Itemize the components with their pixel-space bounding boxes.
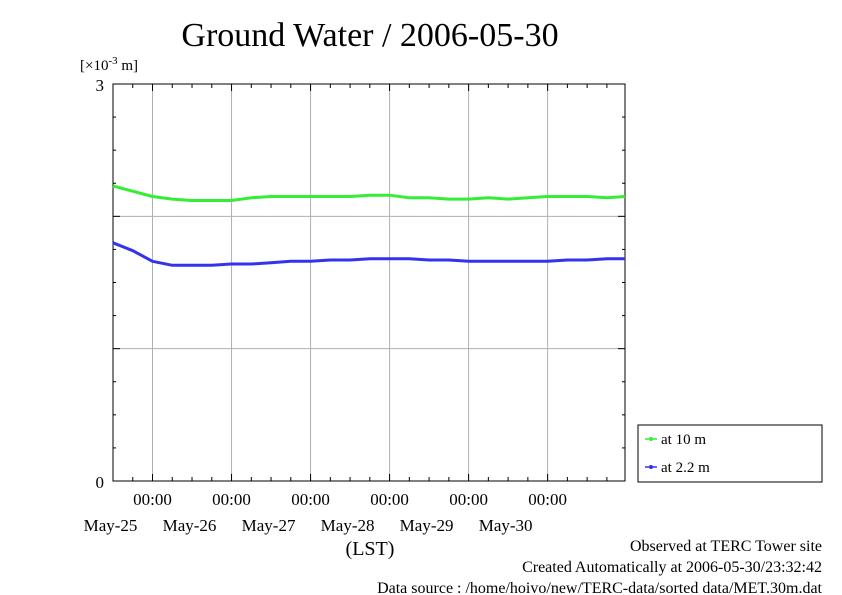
x-tick-date-label: May-28 <box>321 516 375 535</box>
x-axis-label: (LST) <box>346 538 395 560</box>
x-tick-date-label: May-25 <box>84 516 138 535</box>
grid-lines <box>113 84 625 481</box>
chart-title: Ground Water / 2006-05-30 <box>181 17 558 54</box>
x-tick-time-label: 00:00 <box>449 490 488 509</box>
x-tick-labels: 00:00 May-25 00:00 May-26 00:00 May-27 00:00 Ma… <box>84 490 567 535</box>
x-tick-date-label: May-30 <box>479 516 533 535</box>
axis-ticks <box>112 83 625 482</box>
x-tick-time-label: 00:00 <box>291 490 330 509</box>
legend: at 10 m at 2.2 m <box>637 424 823 483</box>
legend-swatch-marker <box>649 465 653 469</box>
plot-area-frame <box>112 83 626 482</box>
x-tick-time-label: 00:00 <box>133 490 172 509</box>
series-line-at-2-2m <box>112 241 625 267</box>
created-note: Created Automatically at 2006-05-30/23:3… <box>522 559 822 576</box>
y-tick-label-bottom: 0 <box>96 473 105 492</box>
x-tick-time-label: 00:00 <box>528 490 567 509</box>
y-axis-unit: [×10-3 m] <box>80 55 138 74</box>
x-tick-date-label: May-29 <box>400 516 454 535</box>
x-tick-time-label: 00:00 <box>212 490 251 509</box>
legend-swatch-marker <box>649 437 653 441</box>
observed-note: Observed at TERC Tower site <box>630 538 822 555</box>
x-tick-date-label: May-27 <box>242 516 296 535</box>
x-tick-date-label: May-26 <box>163 516 217 535</box>
x-tick-time-label: 00:00 <box>370 490 409 509</box>
y-tick-label-top: 3 <box>96 76 105 95</box>
series-layer <box>112 184 626 267</box>
legend-box <box>637 424 823 483</box>
legend-label: at 2.2 m <box>661 460 710 476</box>
data-source-note: Data source : /home/hoivo/new/TERC-data/… <box>377 580 822 595</box>
series-line-at-10m <box>112 184 626 202</box>
legend-label: at 10 m <box>661 432 706 448</box>
